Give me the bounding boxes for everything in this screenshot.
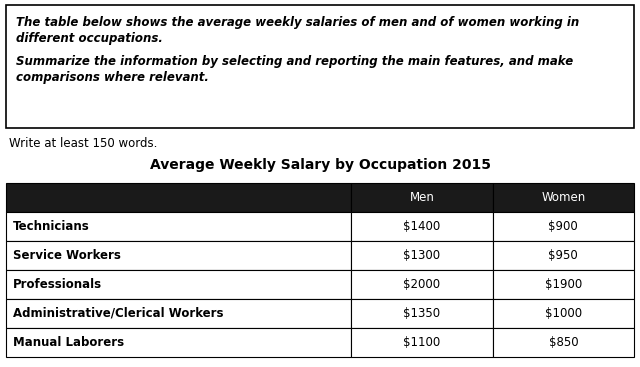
Text: $1350: $1350: [403, 307, 440, 320]
Text: $900: $900: [548, 220, 578, 233]
Text: comparisons where relevant.: comparisons where relevant.: [16, 71, 209, 84]
Text: $1300: $1300: [403, 249, 440, 262]
Text: $1100: $1100: [403, 336, 441, 349]
Text: Average Weekly Salary by Occupation 2015: Average Weekly Salary by Occupation 2015: [150, 158, 490, 172]
Text: $2000: $2000: [403, 278, 440, 291]
Text: $1000: $1000: [545, 307, 582, 320]
Text: $1900: $1900: [545, 278, 582, 291]
Text: different occupations.: different occupations.: [16, 32, 163, 45]
Text: Summarize the information by selecting and reporting the main features, and make: Summarize the information by selecting a…: [16, 55, 573, 68]
Text: $850: $850: [548, 336, 578, 349]
Text: Write at least 150 words.: Write at least 150 words.: [9, 137, 157, 150]
Text: Women: Women: [541, 191, 586, 204]
Text: Professionals: Professionals: [13, 278, 102, 291]
Text: $1400: $1400: [403, 220, 441, 233]
Text: The table below shows the average weekly salaries of men and of women working in: The table below shows the average weekly…: [16, 16, 579, 29]
Text: $950: $950: [548, 249, 578, 262]
Text: Service Workers: Service Workers: [13, 249, 121, 262]
Text: Manual Laborers: Manual Laborers: [13, 336, 124, 349]
Text: Technicians: Technicians: [13, 220, 90, 233]
Text: Men: Men: [410, 191, 435, 204]
Text: Administrative/Clerical Workers: Administrative/Clerical Workers: [13, 307, 223, 320]
